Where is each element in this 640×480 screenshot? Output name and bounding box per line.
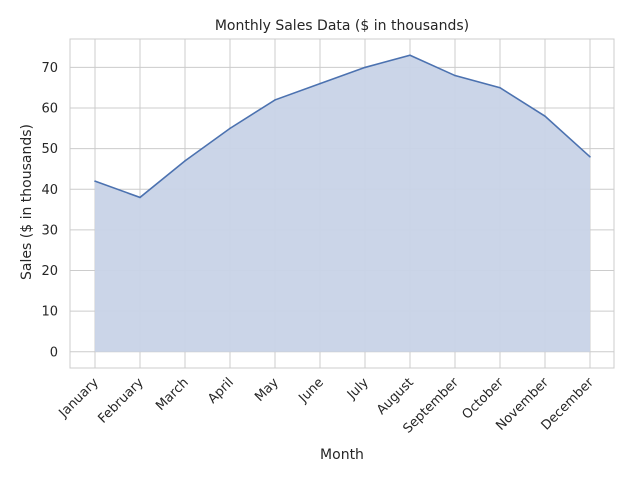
data-point-november — [544, 115, 546, 117]
data-points — [94, 54, 591, 199]
data-point-may — [274, 99, 276, 101]
y-tick-label: 20 — [41, 264, 58, 279]
data-point-march — [184, 160, 186, 162]
y-tick-label: 70 — [41, 61, 58, 76]
y-tick-label: 0 — [50, 345, 58, 360]
y-tick-label: 60 — [41, 102, 58, 117]
sales-area-fill — [95, 55, 590, 352]
data-point-december — [589, 155, 591, 158]
x-tick-label-july: July — [344, 375, 372, 403]
x-tick-label-april: April — [205, 375, 237, 407]
data-point-january — [94, 180, 96, 182]
data-point-august — [409, 54, 411, 57]
data-point-july — [364, 66, 366, 69]
data-point-october — [499, 86, 501, 89]
data-point-april — [229, 127, 231, 130]
y-axis-ticks: 0 10 20 30 40 50 60 70 — [41, 61, 58, 360]
y-axis-label: Sales ($ in thousands) — [19, 124, 35, 280]
y-tick-label: 30 — [41, 223, 58, 238]
x-tick-label-may: May — [252, 375, 282, 405]
x-tick-label-march: March — [153, 375, 192, 414]
chart-title: Monthly Sales Data ($ in thousands) — [215, 18, 469, 34]
data-point-june — [319, 82, 321, 85]
x-tick-label-august: August — [374, 375, 417, 418]
data-point-february — [139, 196, 141, 199]
y-tick-label: 40 — [41, 183, 58, 198]
x-tick-label-june: June — [295, 375, 326, 406]
plot-frame — [69, 38, 615, 369]
data-point-september — [454, 74, 456, 77]
y-tick-label: 50 — [41, 142, 58, 157]
x-tick-label-january: January — [56, 375, 102, 421]
sales-line — [94, 54, 591, 199]
x-axis-label: Month — [320, 447, 364, 463]
y-tick-label: 10 — [41, 305, 58, 320]
x-tick-label-february: February — [95, 375, 147, 427]
